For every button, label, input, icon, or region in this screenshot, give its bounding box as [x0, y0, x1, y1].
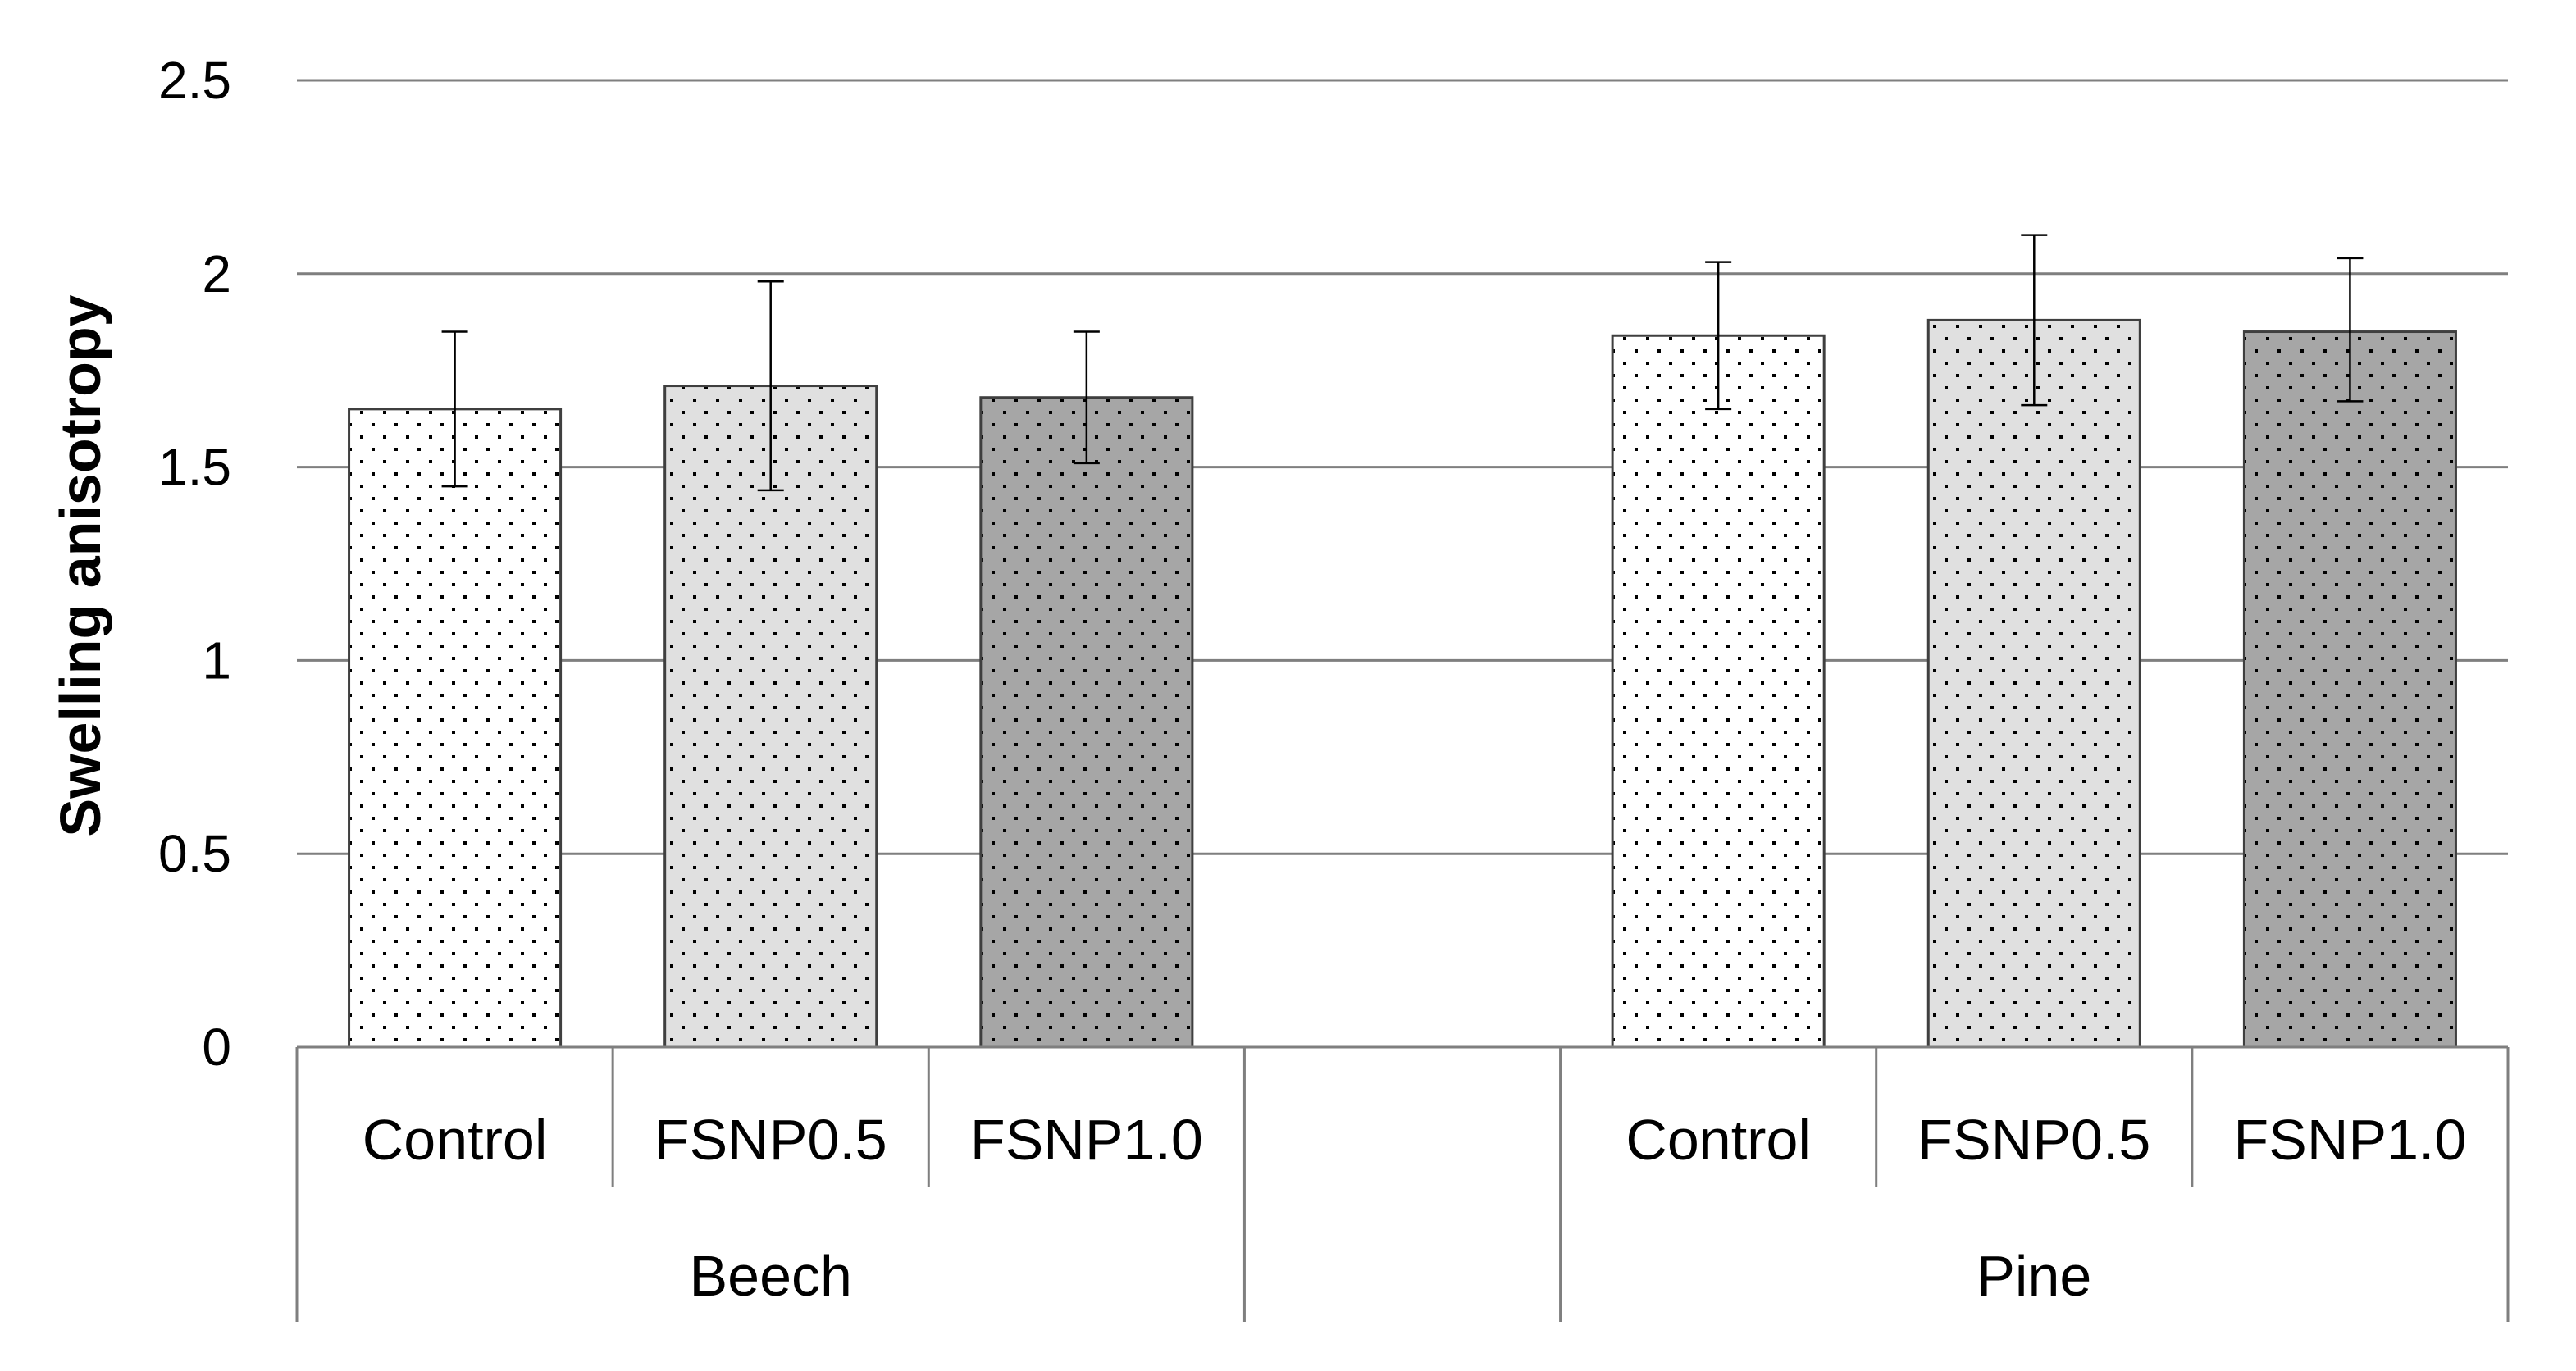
y-tick-label: 1.5 [158, 438, 231, 497]
category-label: FSNP1.0 [2233, 1108, 2466, 1172]
category-label: Control [362, 1108, 548, 1172]
y-tick-label: 2.5 [158, 51, 231, 110]
y-tick-labels: 0 0.5 1 1.5 2 2.5 [158, 51, 231, 1077]
y-tick-label: 0.5 [158, 824, 231, 883]
bar-pattern [1611, 334, 1826, 1049]
y-axis-title: Swelling anisotropy [48, 294, 112, 836]
group-label: Pine [1976, 1244, 2091, 1308]
category-label: Control [1625, 1108, 1811, 1172]
category-label: FSNP1.0 [970, 1108, 1203, 1172]
category-axis: Control FSNP0.5 FSNP1.0 Control FSNP0.5 FSNP1… [295, 1045, 2510, 1322]
bar-pattern [663, 385, 878, 1049]
y-tick-label: 1 [202, 631, 231, 690]
bar-pattern [1926, 318, 2141, 1049]
y-tick-label: 0 [202, 1018, 231, 1077]
bar-pattern [2242, 330, 2457, 1049]
category-label: FSNP0.5 [654, 1108, 887, 1172]
bar-pattern [979, 396, 1194, 1049]
y-tick-label: 2 [202, 244, 231, 303]
bar-pattern [348, 408, 563, 1049]
category-label: FSNP0.5 [1917, 1108, 2150, 1172]
error-bars [441, 234, 2364, 492]
gridlines [297, 79, 2508, 855]
group-label: Beech [689, 1244, 851, 1308]
bars [348, 318, 2457, 1049]
